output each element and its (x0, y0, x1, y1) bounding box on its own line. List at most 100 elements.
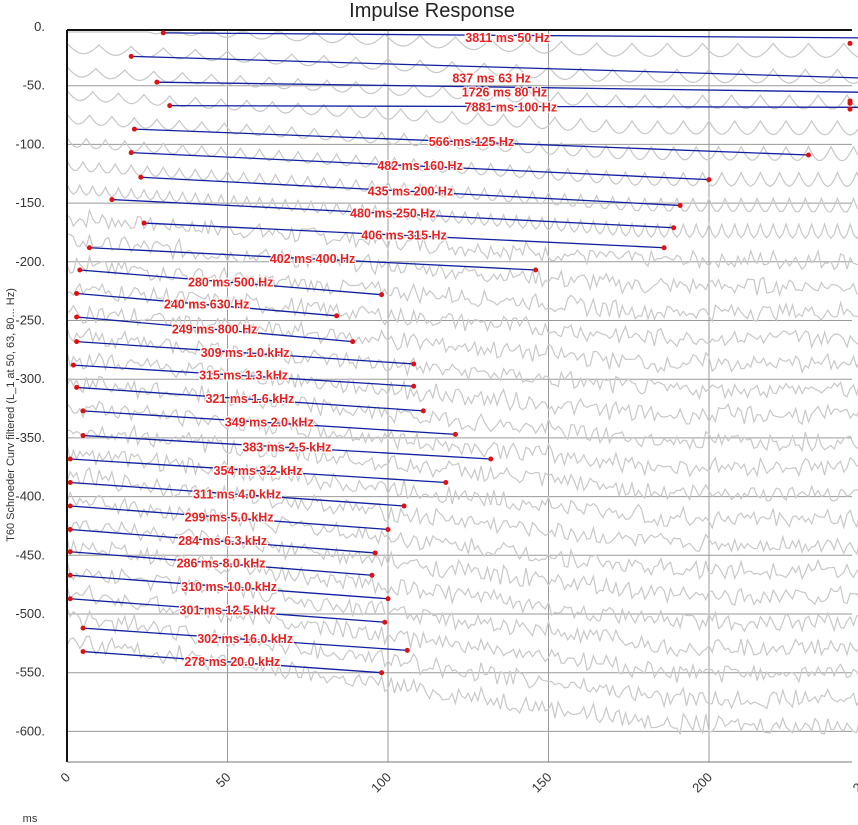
y-tick-label: 0. (34, 19, 45, 34)
fit-start-point (67, 526, 73, 532)
decay-fit-line (73, 364, 414, 387)
y-tick-label: -150. (15, 195, 45, 210)
fit-start-point (67, 456, 73, 462)
decay-fit-line (76, 386, 424, 412)
fit-start-point (80, 649, 86, 655)
x-tick-label: 0 (57, 770, 73, 786)
fit-end-point (706, 177, 712, 183)
decay-fit-line (89, 247, 536, 271)
band-trace (66, 466, 858, 556)
fit-end-point (847, 40, 853, 46)
x-tick-label: 200 (689, 770, 715, 796)
decay-fit-line (70, 574, 389, 600)
fit-label: 315 ms 1.3 kHz (199, 369, 288, 383)
fit-label: 383 ms 2.5 kHz (242, 440, 331, 454)
decay-fit-line (70, 481, 405, 507)
fit-label: 480 ms 250 Hz (350, 207, 435, 221)
band-trace (66, 42, 858, 85)
decay-fit-line (169, 105, 858, 108)
fit-end-point (382, 619, 388, 625)
decay-fit-line (131, 151, 710, 181)
decay-fit-line (79, 269, 382, 296)
fit-start-point (167, 103, 173, 109)
fit-label: 240 ms 630 Hz (164, 298, 249, 312)
fit-end-point (452, 431, 458, 437)
fit-start-point (109, 197, 115, 203)
decay-fit-line (83, 627, 408, 652)
fit-end-point (401, 503, 407, 509)
fit-start-point (67, 572, 73, 578)
fit-end-point (404, 647, 410, 653)
fit-label: 249 ms 800 Hz (172, 322, 257, 336)
y-tick-label: -500. (15, 606, 45, 621)
fit-end-point (443, 480, 449, 486)
fit-start-point (128, 150, 134, 156)
fit-start-point (70, 362, 76, 368)
fit-start-point (74, 314, 80, 320)
fit-start-point (128, 53, 134, 59)
fit-layer (67, 30, 858, 676)
decay-fit-line (156, 81, 858, 93)
decay-fit-line (140, 176, 681, 207)
fit-start-point (141, 220, 147, 226)
y-tick-label: -250. (15, 313, 45, 328)
y-tick-label: -550. (15, 665, 45, 680)
fit-label: 310 ms 10.0 kHz (181, 580, 277, 594)
y-tick-label: -600. (15, 723, 45, 738)
band-trace (66, 375, 858, 453)
fit-label: 3811 ms 50 Hz (465, 31, 550, 45)
fit-start-point (86, 245, 92, 251)
decay-fit-line (144, 222, 665, 249)
chart-title: Impulse Response (349, 0, 515, 22)
fit-end-point (847, 106, 853, 112)
fit-label: 406 ms 315 Hz (361, 228, 446, 242)
decay-fit-line (76, 292, 337, 317)
fit-label: 566 ms 125 Hz (429, 135, 514, 149)
fit-label: 309 ms 1.0 kHz (201, 346, 290, 360)
y-tick-label: -200. (15, 254, 45, 269)
fit-start-point (80, 625, 86, 631)
trace-layer (66, 31, 858, 736)
decay-fit-line (134, 128, 809, 156)
fit-end-point (806, 152, 812, 158)
decay-fit-line (70, 598, 385, 623)
x-tick-label: 50 (213, 770, 234, 791)
fit-end-point (385, 596, 391, 602)
fit-label: 1726 ms 80 Hz (462, 86, 547, 100)
y-axis-label: T60 Schroeder Curv filtered (L_1 at 50, … (5, 288, 17, 542)
fit-start-point (67, 480, 73, 486)
decay-fit-line (70, 528, 376, 554)
fit-end-point (369, 572, 375, 578)
fit-start-point (154, 79, 160, 85)
fit-label: 402 ms 400 Hz (270, 252, 355, 266)
decay-fit-line (111, 198, 674, 229)
fit-end-point (379, 292, 385, 298)
fit-end-point (411, 383, 417, 389)
fit-start-point (67, 503, 73, 509)
x-tick-label: 100 (368, 770, 394, 796)
fit-label: 286 ms 8.0 kHz (177, 557, 266, 571)
y-tick-label: -400. (15, 489, 45, 504)
fit-end-point (661, 245, 667, 251)
band-trace (66, 304, 858, 375)
decay-fit-line (70, 551, 373, 576)
fit-start-point (74, 339, 80, 345)
y-tick-label: -350. (15, 430, 45, 445)
fit-label: 278 ms 20.0 kHz (184, 655, 280, 669)
x-axis-label: ms (23, 813, 38, 825)
fit-label: 349 ms 2.0 kHz (225, 416, 314, 430)
fit-label: 284 ms 6.3 kHz (178, 534, 267, 548)
band-trace (66, 607, 858, 710)
y-tick-label: -50. (23, 78, 45, 93)
fit-start-point (80, 408, 86, 414)
band-trace (66, 282, 858, 350)
fit-end-point (847, 100, 853, 106)
band-trace (66, 183, 858, 240)
fit-end-point (379, 670, 385, 676)
x-tick-label: 150 (529, 770, 555, 796)
fit-label: 299 ms 5.0 kHz (185, 511, 274, 525)
band-trace (66, 442, 858, 530)
decay-fit-line (83, 434, 491, 460)
band-trace (67, 31, 858, 58)
y-tick-label: -450. (15, 547, 45, 562)
